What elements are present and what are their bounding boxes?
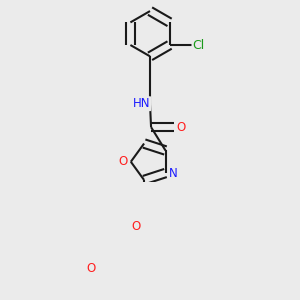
Text: O: O xyxy=(119,155,128,168)
Text: O: O xyxy=(131,220,140,233)
Text: O: O xyxy=(176,121,186,134)
Text: O: O xyxy=(87,262,96,275)
Text: N: N xyxy=(169,167,177,179)
Text: Cl: Cl xyxy=(193,38,205,52)
Text: HN: HN xyxy=(133,97,150,110)
